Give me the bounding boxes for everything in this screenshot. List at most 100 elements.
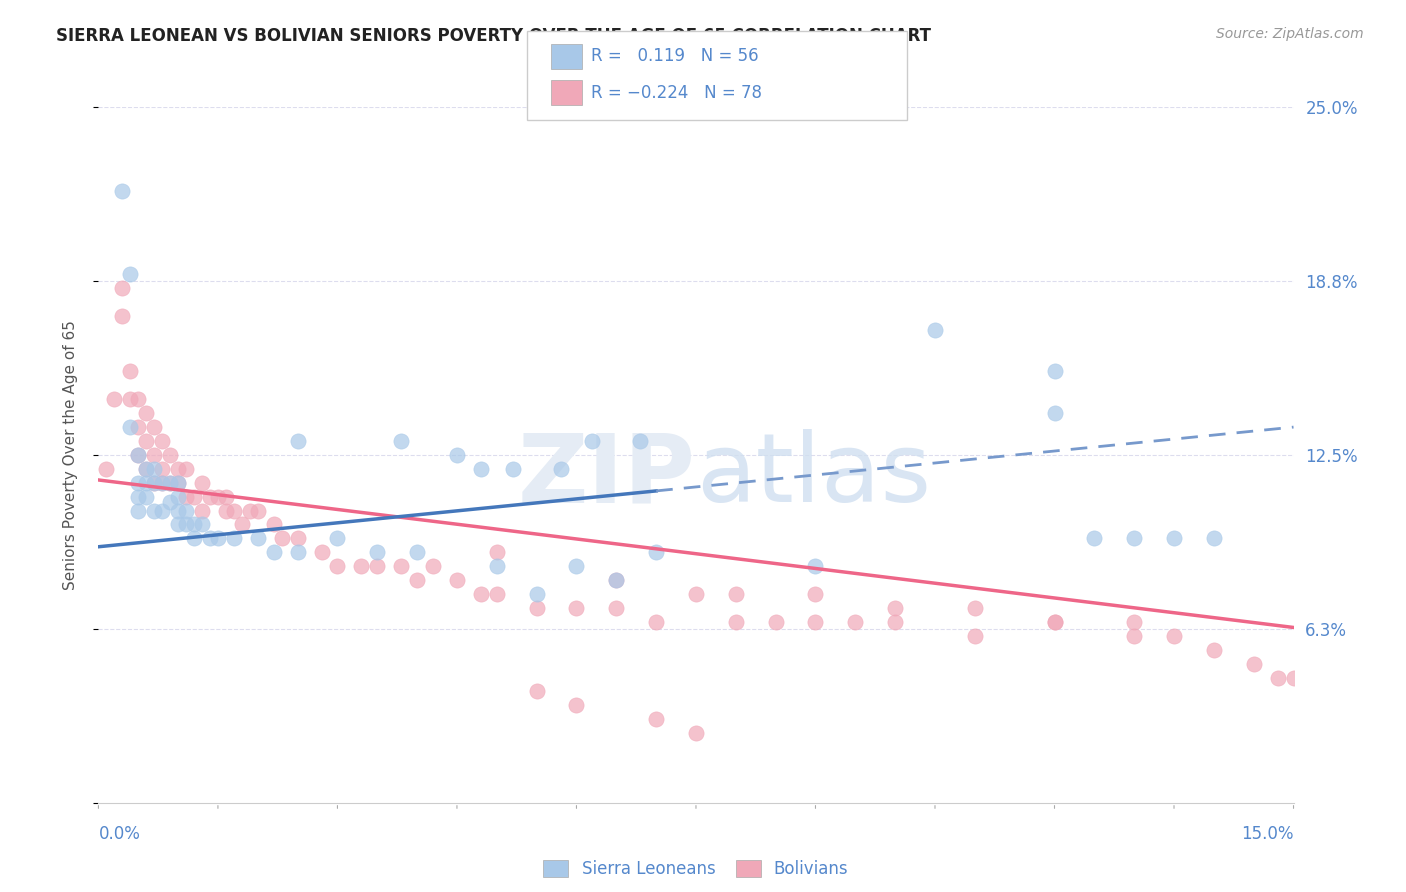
Point	[150, 462, 173, 476]
Point	[127, 475, 149, 490]
Point	[526, 587, 548, 601]
Point	[326, 532, 349, 546]
Point	[167, 490, 190, 504]
Point	[765, 615, 787, 629]
Point	[550, 462, 572, 476]
Point	[1163, 629, 1185, 643]
Point	[1123, 629, 1146, 643]
Point	[191, 517, 214, 532]
Point	[167, 503, 190, 517]
Point	[502, 462, 524, 476]
Point	[804, 615, 827, 629]
Point	[406, 573, 429, 587]
Point	[270, 532, 292, 546]
Point	[1202, 532, 1225, 546]
Point	[724, 587, 747, 601]
Point	[127, 490, 149, 504]
Point	[366, 545, 388, 559]
Point	[1163, 532, 1185, 546]
Point	[120, 267, 142, 281]
Point	[1243, 657, 1265, 671]
Point	[103, 392, 125, 407]
Point	[366, 559, 388, 574]
Point	[127, 448, 149, 462]
Point	[150, 475, 173, 490]
Point	[246, 532, 269, 546]
Point	[120, 364, 142, 378]
Point	[565, 559, 588, 574]
Point	[1083, 532, 1105, 546]
Point	[470, 587, 492, 601]
Point	[263, 545, 285, 559]
Point	[263, 517, 285, 532]
Legend: Sierra Leoneans, Bolivians: Sierra Leoneans, Bolivians	[537, 854, 855, 885]
Point	[96, 462, 118, 476]
Point	[167, 475, 190, 490]
Point	[1123, 532, 1146, 546]
Point	[174, 503, 197, 517]
Point	[143, 448, 166, 462]
Point	[135, 490, 157, 504]
Text: R = −0.224   N = 78: R = −0.224 N = 78	[591, 84, 762, 102]
Text: atlas: atlas	[696, 429, 931, 523]
Point	[1043, 406, 1066, 420]
Point	[645, 615, 668, 629]
Point	[287, 532, 309, 546]
Point	[174, 462, 197, 476]
Point	[884, 601, 907, 615]
Point	[150, 503, 173, 517]
Point	[143, 475, 166, 490]
Point	[127, 420, 149, 434]
Point	[167, 475, 190, 490]
Point	[389, 434, 412, 448]
Point	[287, 545, 309, 559]
Point	[645, 712, 668, 726]
Point	[581, 434, 603, 448]
Text: 0.0%: 0.0%	[98, 825, 141, 843]
Point	[231, 517, 253, 532]
Point	[191, 475, 214, 490]
Point	[127, 392, 149, 407]
Point	[406, 545, 429, 559]
Point	[159, 495, 181, 509]
Point	[174, 490, 197, 504]
Point	[159, 448, 181, 462]
Point	[198, 490, 221, 504]
Point	[111, 281, 134, 295]
Point	[470, 462, 492, 476]
Point	[159, 475, 181, 490]
Point	[844, 615, 866, 629]
Point	[422, 559, 444, 574]
Point	[135, 434, 157, 448]
Point	[135, 475, 157, 490]
Point	[685, 587, 707, 601]
Point	[724, 615, 747, 629]
Point	[150, 434, 173, 448]
Point	[287, 434, 309, 448]
Point	[605, 601, 627, 615]
Point	[485, 545, 508, 559]
Point	[963, 629, 986, 643]
Point	[1282, 671, 1305, 685]
Point	[191, 503, 214, 517]
Point	[446, 573, 468, 587]
Point	[350, 559, 373, 574]
Point	[605, 573, 627, 587]
Point	[167, 462, 190, 476]
Point	[207, 532, 229, 546]
Point	[804, 559, 827, 574]
Point	[167, 517, 190, 532]
Point	[222, 503, 245, 517]
Point	[1043, 615, 1066, 629]
Point	[143, 462, 166, 476]
Point	[239, 503, 262, 517]
Point	[1267, 671, 1289, 685]
Text: 15.0%: 15.0%	[1241, 825, 1294, 843]
Point	[143, 475, 166, 490]
Point	[127, 448, 149, 462]
Point	[389, 559, 412, 574]
Point	[1202, 642, 1225, 657]
Point	[159, 475, 181, 490]
Point	[526, 601, 548, 615]
Point	[127, 503, 149, 517]
